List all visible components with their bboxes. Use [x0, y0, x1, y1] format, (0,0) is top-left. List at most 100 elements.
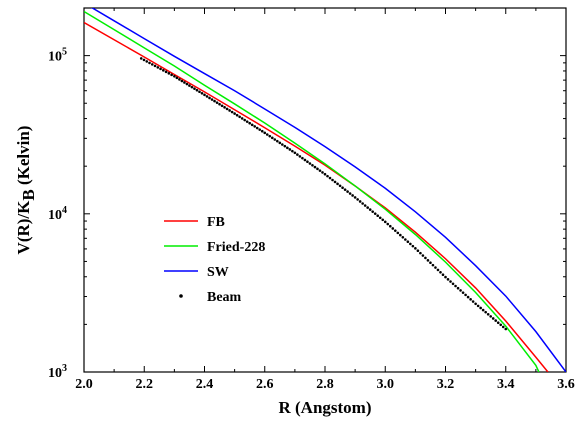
data-point	[461, 291, 465, 294]
data-point	[245, 120, 249, 123]
data-point	[190, 85, 194, 89]
legend-label-beam: Beam	[207, 290, 242, 305]
data-point	[148, 61, 151, 65]
data-point	[376, 214, 380, 218]
data-point	[210, 98, 214, 101]
data-point	[486, 312, 490, 316]
data-point	[471, 300, 475, 303]
data-point	[388, 224, 392, 228]
x-tick-label: 2.6	[256, 377, 274, 392]
data-point	[348, 192, 352, 195]
data-point	[303, 158, 307, 162]
data-point	[373, 212, 377, 215]
data-point	[159, 67, 162, 71]
data-point	[213, 99, 216, 103]
legend-label-sw: SW	[207, 265, 229, 280]
data-point	[218, 102, 221, 106]
data-point	[288, 148, 292, 151]
data-point	[215, 101, 219, 104]
data-point	[308, 162, 312, 165]
series-dots-beam	[139, 57, 508, 331]
data-point	[361, 202, 364, 205]
data-point	[198, 90, 201, 94]
data-point	[504, 327, 508, 331]
y-tick-base: 10	[48, 50, 62, 65]
data-point	[481, 308, 485, 312]
data-point	[240, 117, 244, 120]
data-point	[316, 167, 319, 171]
data-point	[404, 238, 407, 241]
data-point	[459, 289, 462, 292]
y-tick-base: 10	[48, 366, 62, 381]
series-layer	[84, 8, 566, 372]
data-point	[323, 172, 327, 176]
data-point	[499, 323, 503, 327]
data-point	[162, 69, 165, 72]
y-tick-base: 10	[48, 208, 62, 223]
y-tick-label: 103	[48, 363, 67, 381]
data-point	[451, 282, 455, 286]
x-tick-label: 2.4	[196, 377, 214, 392]
data-point	[318, 169, 322, 172]
data-point	[238, 115, 241, 119]
data-point	[479, 306, 482, 310]
data-point	[454, 284, 457, 288]
data-point	[366, 206, 369, 209]
data-point	[476, 304, 480, 308]
data-point	[491, 317, 495, 320]
data-point	[255, 126, 259, 130]
data-point	[220, 104, 224, 108]
x-tick-label: 3.2	[437, 377, 455, 392]
data-point	[153, 64, 157, 68]
data-point	[265, 133, 269, 136]
y-tick-exponent: 5	[62, 47, 67, 58]
data-point	[306, 160, 309, 164]
y-axis-title-subscript: B	[19, 189, 38, 200]
data-point	[363, 204, 367, 207]
data-point	[150, 63, 154, 66]
data-point	[293, 151, 297, 155]
data-point	[180, 79, 184, 83]
data-point	[419, 251, 422, 255]
data-point	[474, 302, 477, 306]
data-point	[371, 210, 374, 213]
y-tick-label: 105	[48, 47, 67, 65]
data-point	[421, 254, 425, 257]
data-point	[396, 231, 400, 235]
data-point	[173, 75, 176, 78]
data-point	[321, 171, 324, 174]
data-point	[411, 244, 415, 248]
data-point	[188, 84, 191, 87]
series-line-fried-228	[84, 10, 540, 372]
data-point	[203, 93, 206, 97]
data-point	[333, 180, 337, 184]
data-point	[386, 222, 390, 226]
data-point	[391, 227, 395, 230]
data-point	[496, 321, 500, 324]
data-point	[185, 82, 189, 86]
x-tick-label: 2.2	[136, 377, 154, 392]
data-point	[164, 70, 168, 74]
data-point	[501, 325, 505, 329]
x-axis-title: R (Angstom)	[278, 398, 371, 417]
data-point	[469, 298, 472, 301]
data-point	[175, 76, 179, 80]
data-point	[281, 143, 284, 146]
data-point	[178, 78, 181, 81]
data-point	[449, 280, 452, 283]
data-point	[378, 216, 382, 220]
data-point	[434, 266, 437, 269]
data-point	[243, 118, 246, 122]
data-point	[441, 273, 445, 277]
data-point	[494, 319, 498, 322]
data-point	[193, 87, 196, 90]
data-point	[139, 57, 143, 60]
data-point	[273, 138, 277, 141]
data-point	[444, 275, 447, 279]
data-point	[356, 198, 359, 201]
y-tick-exponent: 4	[62, 205, 67, 216]
y-axis-title-tail: (Kelvin)	[14, 126, 33, 190]
data-point	[424, 256, 427, 260]
data-point	[341, 186, 344, 190]
